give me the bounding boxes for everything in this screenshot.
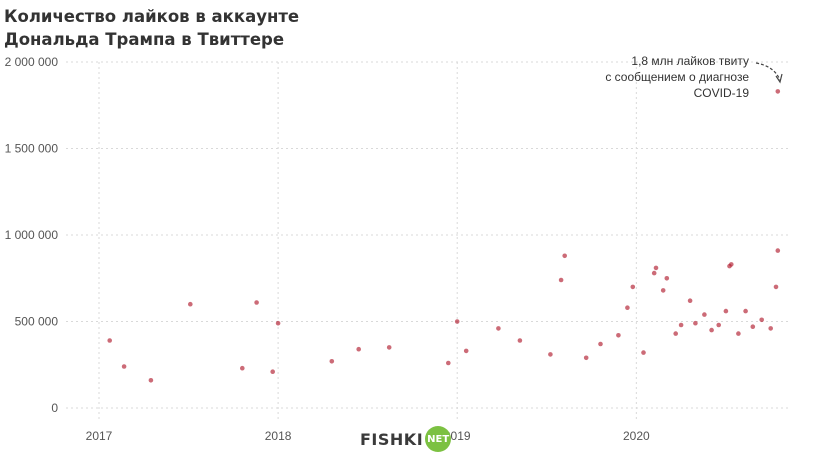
data-point bbox=[768, 326, 773, 331]
data-point bbox=[616, 333, 621, 338]
data-point bbox=[759, 317, 764, 323]
annotation-arrowhead-icon bbox=[775, 73, 783, 84]
data-point bbox=[716, 322, 721, 328]
data-point bbox=[598, 341, 603, 347]
data-point bbox=[121, 364, 127, 369]
data-point bbox=[356, 346, 362, 352]
data-point bbox=[660, 288, 666, 293]
data-point bbox=[254, 300, 259, 305]
data-points bbox=[107, 89, 781, 383]
data-point bbox=[454, 319, 460, 324]
data-point bbox=[729, 262, 734, 267]
fishki-logo-badge: NET bbox=[425, 426, 452, 452]
chart-title-line-2: Дональда Трампа в Твиттере bbox=[4, 30, 285, 49]
x-tick-label: 2020 bbox=[623, 429, 650, 443]
data-point bbox=[496, 326, 501, 331]
y-tick-label: 2 000 000 bbox=[5, 55, 59, 69]
data-point bbox=[625, 305, 630, 311]
data-point bbox=[275, 320, 281, 326]
y-axis: 0 500 000 1 000 000 1 500 000 2 000 000 bbox=[5, 55, 59, 415]
annotation-line-3: COVID-19 bbox=[694, 86, 750, 100]
data-point bbox=[329, 359, 335, 364]
data-point bbox=[548, 352, 553, 357]
data-point bbox=[775, 248, 781, 253]
data-point bbox=[773, 284, 779, 290]
y-tick-label: 1 500 000 bbox=[5, 142, 59, 156]
chart-title: Количество лайков в аккаунте Дональда Тр… bbox=[4, 5, 299, 51]
annotation-arrow bbox=[755, 62, 781, 81]
annotation-line-2: с сообщением о диагнозе bbox=[605, 70, 749, 84]
data-point bbox=[562, 253, 567, 259]
data-point bbox=[723, 308, 729, 314]
data-point bbox=[743, 308, 748, 314]
fishki-logo-word: FISHKI bbox=[360, 429, 424, 449]
data-point bbox=[678, 322, 684, 328]
data-point bbox=[107, 338, 112, 343]
data-point bbox=[702, 312, 707, 317]
data-point bbox=[653, 265, 659, 271]
data-point bbox=[709, 327, 714, 333]
fishki-logo: FISHKI NET bbox=[360, 426, 452, 452]
y-tick-label: 1 000 000 bbox=[5, 228, 59, 242]
data-point bbox=[463, 348, 469, 354]
data-point bbox=[446, 360, 451, 366]
x-axis: 2017 2018 2019 2020 bbox=[86, 429, 650, 443]
data-point bbox=[673, 331, 678, 336]
data-point bbox=[240, 365, 245, 371]
data-point bbox=[687, 298, 693, 304]
data-point bbox=[750, 324, 756, 330]
gridlines bbox=[66, 61, 790, 420]
data-point bbox=[583, 355, 589, 361]
data-point bbox=[630, 284, 636, 290]
annotation-line-1: 1,8 млн лайков твиту bbox=[631, 54, 749, 68]
data-point bbox=[517, 338, 523, 343]
data-point bbox=[641, 350, 646, 355]
data-point bbox=[664, 276, 670, 281]
data-point bbox=[270, 369, 276, 375]
data-point bbox=[775, 89, 781, 94]
covid-annotation: 1,8 млн лайков твиту с сообщением о диаг… bbox=[605, 54, 783, 100]
y-tick-label: 0 bbox=[51, 401, 58, 415]
y-tick-label: 500 000 bbox=[15, 315, 59, 329]
data-point bbox=[558, 277, 564, 283]
data-point bbox=[736, 331, 741, 336]
x-tick-label: 2017 bbox=[86, 429, 113, 443]
x-tick-label: 2018 bbox=[265, 429, 292, 443]
chart-title-line-1: Количество лайков в аккаунте bbox=[4, 7, 300, 26]
data-point bbox=[386, 345, 392, 350]
data-point bbox=[693, 320, 698, 326]
data-point bbox=[188, 301, 193, 307]
data-point bbox=[651, 270, 657, 276]
data-point bbox=[148, 378, 154, 383]
